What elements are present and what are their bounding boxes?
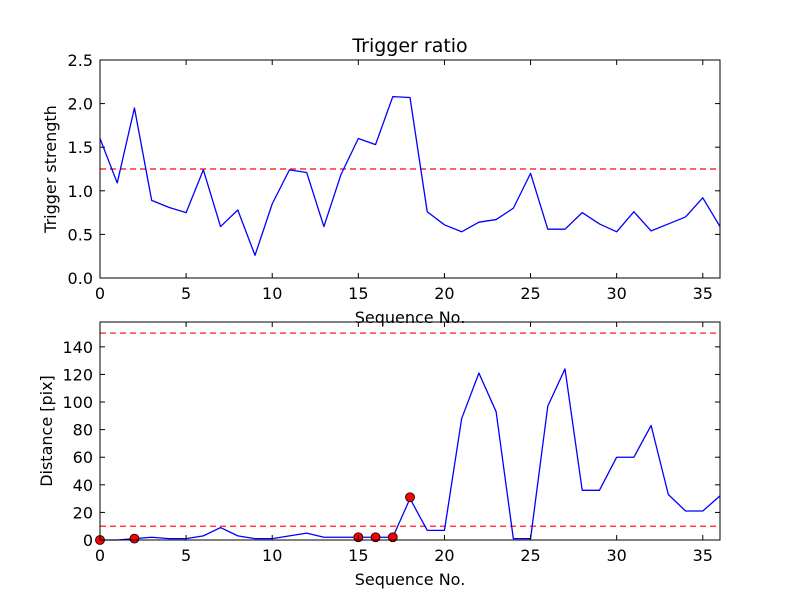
data-marker-4 — [387, 532, 398, 543]
x-tick-label: 25 — [520, 546, 540, 565]
x-tick-label: 5 — [181, 284, 191, 303]
data-marker-1 — [129, 533, 140, 544]
y-tick-label: 0.0 — [68, 269, 93, 288]
series-line-0 — [99, 95, 721, 256]
y-axis-label: Trigger strength — [41, 105, 60, 234]
y-tick-label: 80 — [73, 421, 93, 440]
y-tick-label: 100 — [62, 393, 93, 412]
axis-ticks: 0 5 10 15 20 25 30 35 0.0 0.5 1.0 1.5 2.0 2.5 — [68, 51, 720, 303]
x-tick-label: 20 — [434, 546, 454, 565]
plot-area — [95, 332, 721, 545]
y-axis-label: Distance [pix] — [37, 375, 56, 487]
x-tick-label: 35 — [693, 284, 713, 303]
axes-frame — [99, 321, 721, 541]
x-tick-label: 0 — [95, 284, 105, 303]
x-tick-label: 10 — [262, 546, 282, 565]
y-tick-label: 120 — [62, 365, 93, 384]
y-tick-label: 140 — [62, 338, 93, 357]
axis-ticks: 0 5 10 15 20 25 30 35 0 20 40 60 80 100 120 140 — [62, 322, 720, 565]
y-tick-label: 1.0 — [68, 182, 93, 201]
x-tick-label: 10 — [262, 284, 282, 303]
y-tick-label: 1.5 — [68, 138, 93, 157]
x-tick-label: 5 — [181, 546, 191, 565]
y-tick-label: 40 — [73, 476, 93, 495]
x-tick-label: 25 — [520, 284, 540, 303]
y-tick-label: 2.0 — [68, 95, 93, 114]
y-tick-label: 0.5 — [68, 225, 93, 244]
chart-title: Trigger ratio — [351, 35, 467, 57]
data-marker-3 — [370, 532, 381, 543]
data-marker-5 — [405, 492, 415, 503]
y-tick-label: 0 — [83, 531, 93, 550]
x-tick-label: 35 — [693, 546, 713, 565]
y-tick-label: 20 — [73, 503, 93, 522]
y-tick-label: 2.5 — [68, 51, 93, 70]
x-tick-label: 0 — [95, 546, 105, 565]
y-tick-label: 60 — [73, 448, 93, 467]
x-tick-label: 30 — [606, 284, 626, 303]
x-tick-label: 15 — [348, 284, 368, 303]
x-tick-label: 20 — [434, 284, 454, 303]
x-axis-label: Sequence No. — [355, 308, 466, 327]
plot-area — [99, 95, 721, 256]
distance-chart: 0 5 10 15 20 25 30 35 0 20 40 60 80 100 120 140 Sequenc… — [37, 321, 721, 589]
x-axis-label: Sequence No. — [355, 570, 466, 589]
x-tick-label: 15 — [348, 546, 368, 565]
axes-frame — [99, 59, 721, 279]
trigger-ratio-chart: Trigger ratio 0 5 10 15 20 25 30 35 0.0 0.5 1.0 1.5… — [41, 35, 721, 327]
x-tick-label: 30 — [606, 546, 626, 565]
